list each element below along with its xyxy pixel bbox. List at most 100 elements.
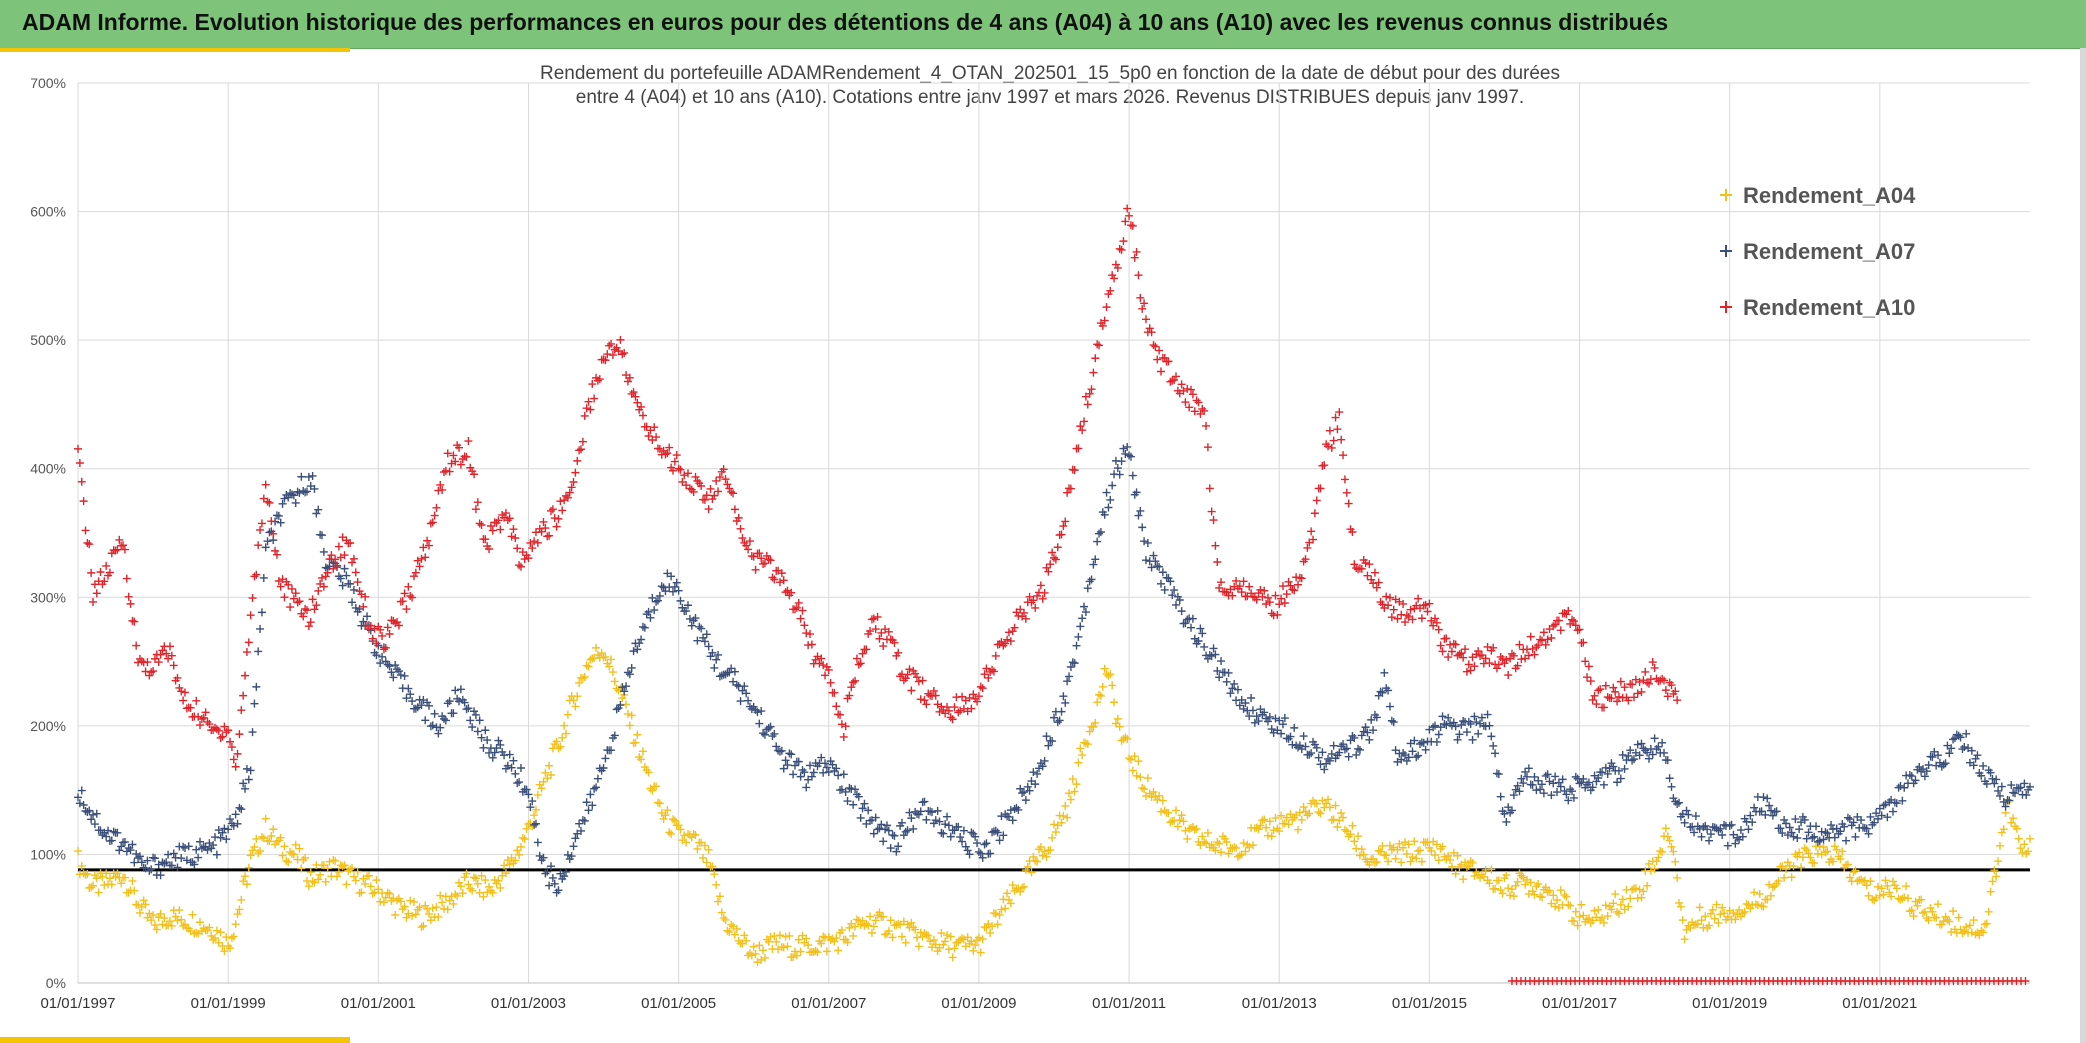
data-point xyxy=(1213,666,1222,675)
data-point xyxy=(1477,713,1486,722)
data-point xyxy=(897,932,906,941)
data-point xyxy=(1616,900,1625,909)
data-point xyxy=(1211,541,1220,550)
data-point xyxy=(1200,406,1209,415)
data-point xyxy=(1241,847,1250,856)
data-point xyxy=(1723,841,1732,850)
data-point xyxy=(471,505,480,514)
data-point xyxy=(1333,425,1342,434)
data-point xyxy=(254,541,263,550)
data-point xyxy=(237,895,246,904)
data-point xyxy=(652,597,661,606)
data-point xyxy=(550,514,559,523)
data-point xyxy=(794,757,803,766)
data-point xyxy=(391,910,400,919)
data-point xyxy=(901,827,910,836)
data-point xyxy=(554,744,563,753)
data-point xyxy=(644,431,653,440)
data-point xyxy=(892,847,901,856)
data-point xyxy=(1628,680,1637,689)
data-point xyxy=(1780,815,1789,824)
data-point xyxy=(912,933,921,942)
data-point xyxy=(967,704,976,713)
data-point xyxy=(700,637,709,646)
data-point xyxy=(1134,757,1143,766)
data-point xyxy=(302,606,311,615)
data-point xyxy=(1594,905,1603,914)
data-point xyxy=(1188,614,1197,623)
data-point xyxy=(1911,897,1920,906)
data-point xyxy=(687,621,696,630)
data-point xyxy=(757,554,766,563)
data-point xyxy=(1676,902,1685,911)
data-point xyxy=(1438,712,1447,721)
data-point xyxy=(715,892,724,901)
data-point xyxy=(456,882,465,891)
data-point xyxy=(1342,744,1351,753)
data-point xyxy=(657,582,666,591)
data-point xyxy=(1121,733,1130,742)
data-point xyxy=(1187,824,1196,833)
series-Rendement_A04 xyxy=(74,643,2034,967)
data-point xyxy=(1641,667,1650,676)
data-point xyxy=(426,722,435,731)
data-point xyxy=(1280,819,1289,828)
data-point xyxy=(346,579,355,588)
data-point xyxy=(1774,877,1783,886)
data-point xyxy=(530,820,539,829)
data-point xyxy=(1579,638,1588,647)
data-point xyxy=(1066,795,1075,804)
data-point xyxy=(1307,527,1316,536)
data-point xyxy=(1633,740,1642,749)
data-point xyxy=(1080,417,1089,426)
data-point xyxy=(1299,732,1308,741)
data-point xyxy=(1414,847,1423,856)
data-point xyxy=(1888,877,1897,886)
data-point xyxy=(1158,796,1167,805)
data-point xyxy=(74,847,82,856)
data-point xyxy=(665,443,674,452)
data-point xyxy=(714,897,723,906)
data-point xyxy=(1562,790,1571,799)
data-point xyxy=(1309,535,1318,544)
data-point xyxy=(372,639,381,648)
data-point xyxy=(852,915,861,924)
data-point xyxy=(1911,776,1920,785)
data-point xyxy=(1999,797,2008,806)
y-tick-label: 300% xyxy=(30,589,66,605)
data-point xyxy=(1635,751,1644,760)
data-point xyxy=(1198,832,1207,841)
data-point xyxy=(265,528,274,537)
data-point xyxy=(1106,495,1115,504)
data-point xyxy=(1603,769,1612,778)
data-point xyxy=(1250,718,1259,727)
data-point xyxy=(1125,211,1134,220)
data-point xyxy=(1427,846,1436,855)
data-point xyxy=(1408,853,1417,862)
data-point xyxy=(391,661,400,670)
data-point xyxy=(1138,304,1147,313)
data-point xyxy=(725,668,734,677)
data-point xyxy=(834,946,843,955)
data-point xyxy=(1235,701,1244,710)
data-point xyxy=(1476,651,1485,660)
data-point xyxy=(100,881,109,890)
data-point xyxy=(1849,868,1858,877)
x-tick-label: 01/01/2011 xyxy=(1092,995,1166,1012)
data-point xyxy=(1102,488,1111,497)
data-point xyxy=(1432,618,1441,627)
data-point xyxy=(411,704,420,713)
data-point xyxy=(982,839,991,848)
data-point xyxy=(1339,813,1348,822)
data-point xyxy=(1763,794,1772,803)
data-point xyxy=(1873,814,1882,823)
data-point xyxy=(1992,775,2001,784)
data-point xyxy=(1566,785,1575,794)
data-point xyxy=(819,661,828,670)
data-point xyxy=(625,670,634,679)
data-point xyxy=(1254,717,1263,726)
data-point xyxy=(494,736,503,745)
data-point xyxy=(672,451,681,460)
data-point xyxy=(1019,882,1028,891)
data-point xyxy=(1556,886,1565,895)
